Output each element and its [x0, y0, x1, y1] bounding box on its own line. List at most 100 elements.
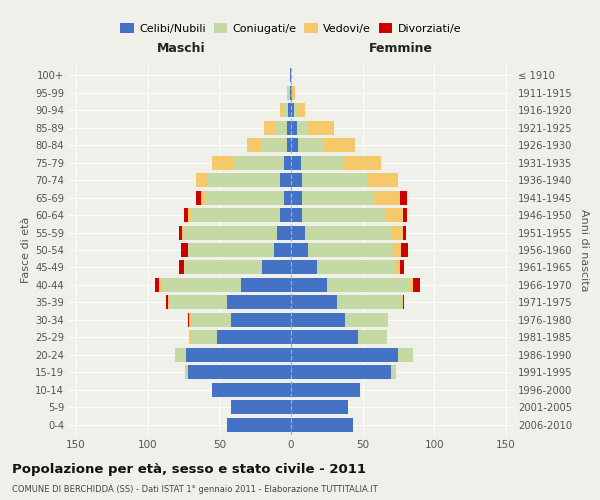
Text: Maschi: Maschi — [157, 42, 205, 56]
Bar — [298, 138, 324, 152]
Bar — [291, 208, 302, 222]
Bar — [179, 226, 182, 239]
Bar — [212, 382, 291, 396]
Bar — [284, 190, 291, 204]
Bar — [205, 190, 284, 204]
Bar — [302, 190, 374, 204]
Bar — [185, 365, 188, 379]
Bar — [400, 190, 407, 204]
Y-axis label: Fasce di età: Fasce di età — [21, 217, 31, 283]
Bar — [403, 296, 404, 310]
Bar — [184, 226, 277, 239]
Bar — [227, 418, 291, 432]
Bar — [217, 330, 291, 344]
Bar — [327, 278, 410, 292]
Bar — [344, 156, 381, 170]
Bar — [292, 86, 295, 100]
Bar — [188, 208, 191, 222]
Bar — [284, 104, 288, 118]
Bar — [290, 86, 291, 100]
Bar — [169, 296, 227, 310]
Bar — [280, 173, 291, 187]
Text: Popolazione per età, sesso e stato civile - 2011: Popolazione per età, sesso e stato civil… — [12, 462, 366, 475]
Bar — [324, 138, 355, 152]
Bar — [212, 156, 234, 170]
Bar — [308, 121, 334, 135]
Bar — [291, 400, 348, 414]
Legend: Celibi/Nubili, Coniugati/e, Vedovi/e, Divorziati/e: Celibi/Nubili, Coniugati/e, Vedovi/e, Di… — [116, 19, 466, 38]
Text: COMUNE DI BERCHIDDA (SS) - Dati ISTAT 1° gennaio 2011 - Elaborazione TUTTITALIA.: COMUNE DI BERCHIDDA (SS) - Dati ISTAT 1°… — [12, 485, 378, 494]
Bar — [358, 330, 387, 344]
Bar — [374, 190, 400, 204]
Bar — [400, 260, 404, 274]
Bar — [261, 138, 287, 152]
Bar — [291, 243, 308, 257]
Bar — [275, 121, 287, 135]
Bar — [231, 400, 291, 414]
Bar — [280, 104, 284, 118]
Bar — [288, 86, 290, 100]
Text: Femmine: Femmine — [369, 42, 433, 56]
Bar — [291, 138, 298, 152]
Bar — [287, 121, 291, 135]
Bar — [179, 260, 184, 274]
Bar — [291, 104, 294, 118]
Bar — [346, 313, 388, 327]
Bar — [264, 121, 275, 135]
Bar — [191, 313, 231, 327]
Bar — [288, 104, 291, 118]
Bar — [280, 208, 291, 222]
Bar — [317, 260, 395, 274]
Bar — [187, 348, 291, 362]
Bar — [367, 173, 398, 187]
Bar — [401, 243, 409, 257]
Bar — [159, 278, 162, 292]
Bar — [308, 243, 394, 257]
Bar — [290, 68, 291, 82]
Bar — [395, 260, 400, 274]
Bar — [410, 278, 413, 292]
Bar — [166, 296, 168, 310]
Bar — [291, 330, 358, 344]
Bar — [196, 190, 201, 204]
Bar — [191, 208, 280, 222]
Bar — [196, 173, 208, 187]
Bar — [305, 226, 391, 239]
Bar — [241, 278, 291, 292]
Bar — [208, 173, 280, 187]
Bar — [287, 138, 291, 152]
Bar — [291, 418, 353, 432]
Bar — [291, 173, 302, 187]
Bar — [168, 296, 169, 310]
Bar — [190, 330, 191, 344]
Bar — [175, 348, 187, 362]
Bar — [403, 226, 406, 239]
Bar — [201, 190, 205, 204]
Bar — [401, 296, 403, 310]
Bar — [291, 313, 346, 327]
Bar — [302, 208, 386, 222]
Bar — [284, 156, 291, 170]
Bar — [188, 365, 291, 379]
Bar — [403, 208, 407, 222]
Bar — [291, 296, 337, 310]
Bar — [274, 243, 291, 257]
Bar — [294, 104, 297, 118]
Bar — [184, 208, 188, 222]
Bar — [291, 365, 391, 379]
Bar — [291, 190, 302, 204]
Bar — [301, 156, 344, 170]
Bar — [291, 278, 327, 292]
Y-axis label: Anni di nascita: Anni di nascita — [579, 209, 589, 291]
Bar — [398, 348, 413, 362]
Bar — [302, 173, 367, 187]
Bar — [391, 365, 395, 379]
Bar — [291, 260, 317, 274]
Bar — [191, 330, 217, 344]
Bar — [291, 382, 360, 396]
Bar — [413, 278, 420, 292]
Bar — [297, 104, 305, 118]
Bar — [277, 226, 291, 239]
Bar — [247, 138, 261, 152]
Bar — [188, 313, 190, 327]
